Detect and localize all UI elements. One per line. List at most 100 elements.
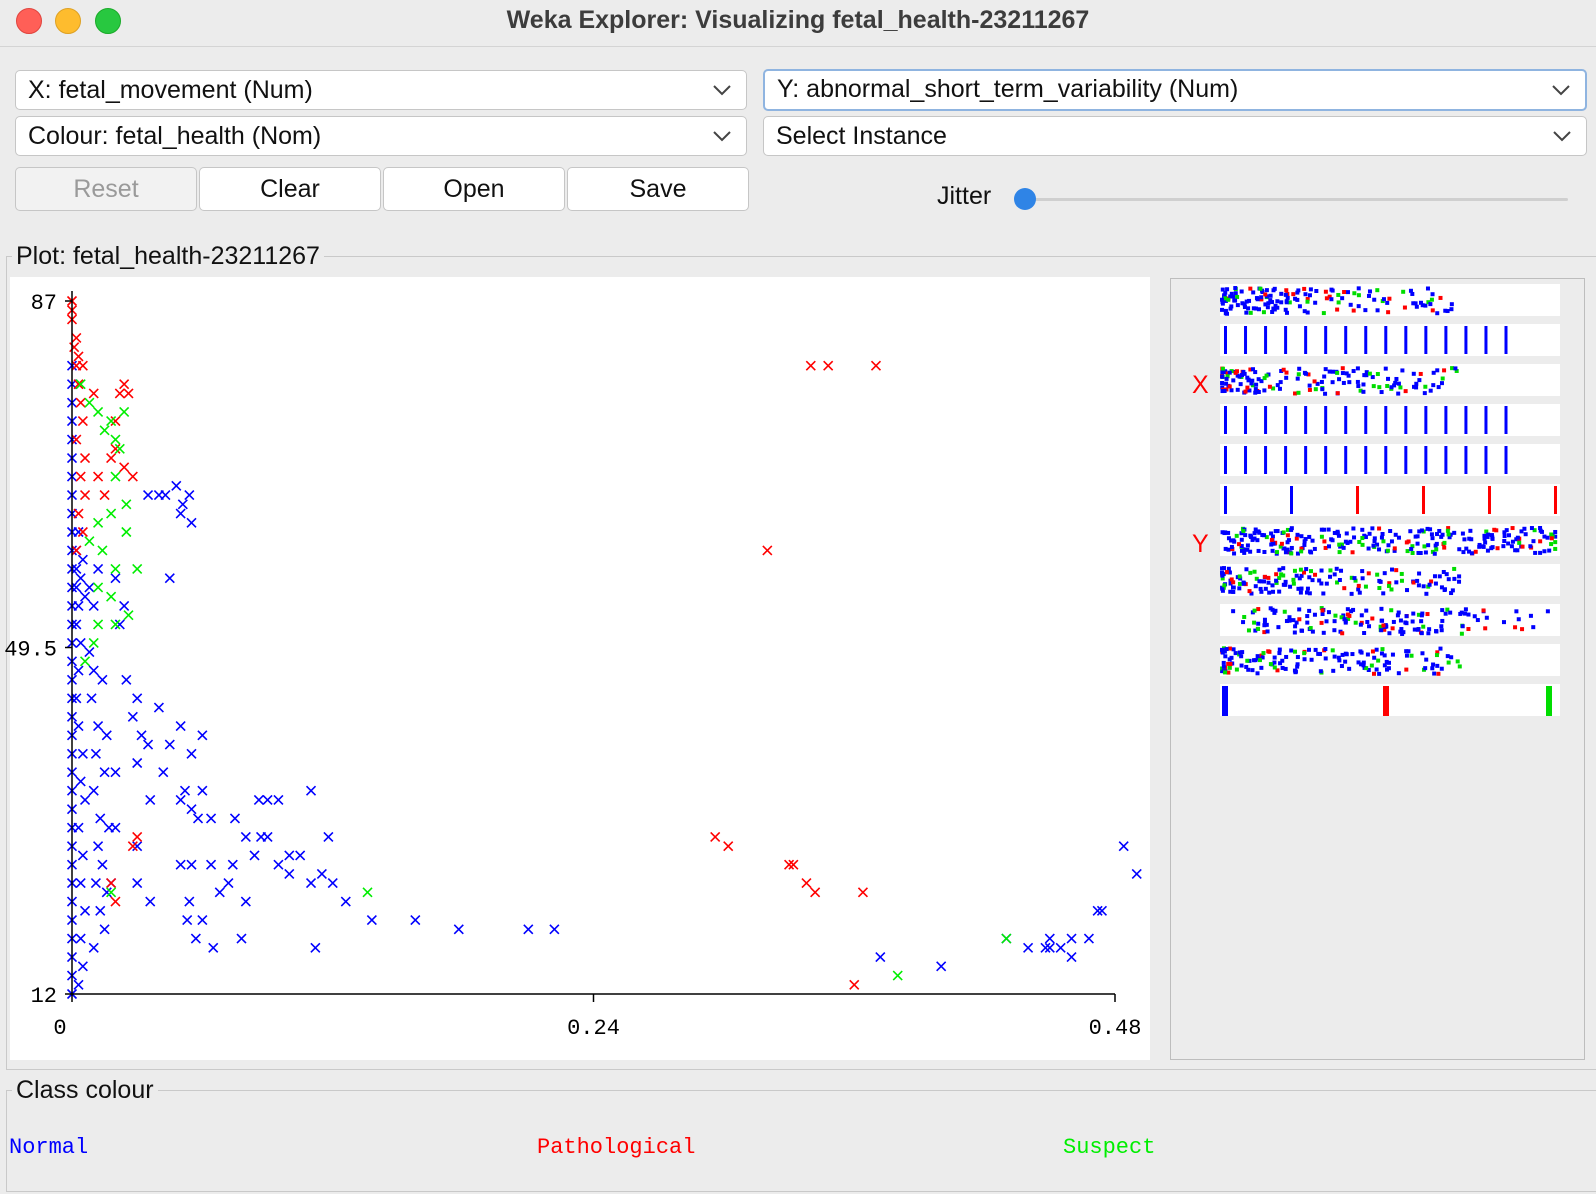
- data-point-normal[interactable]: [79, 591, 91, 602]
- data-point-normal[interactable]: [84, 582, 95, 593]
- data-point-pathological[interactable]: [127, 841, 138, 852]
- matrix-cell[interactable]: [1220, 444, 1560, 476]
- data-point-normal[interactable]: [101, 730, 112, 741]
- maximize-window-button[interactable]: [95, 8, 121, 34]
- data-point-normal[interactable]: [101, 887, 112, 898]
- data-point-normal[interactable]: [340, 896, 351, 907]
- data-point-normal[interactable]: [142, 489, 154, 501]
- data-point-normal[interactable]: [75, 573, 86, 584]
- data-point-pathological[interactable]: [110, 416, 121, 427]
- data-point-normal[interactable]: [284, 850, 295, 861]
- data-point-normal[interactable]: [73, 600, 84, 611]
- data-point-normal[interactable]: [121, 674, 132, 685]
- data-point-normal[interactable]: [523, 924, 534, 935]
- data-point-suspect[interactable]: [121, 499, 132, 510]
- data-point-normal[interactable]: [132, 841, 143, 852]
- data-point-pathological[interactable]: [75, 471, 86, 482]
- data-point-normal[interactable]: [182, 915, 193, 926]
- save-button[interactable]: Save: [567, 167, 749, 211]
- data-point-pathological[interactable]: [73, 508, 84, 519]
- data-point-normal[interactable]: [192, 813, 204, 824]
- data-point-normal[interactable]: [84, 647, 95, 658]
- data-point-pathological[interactable]: [106, 878, 117, 889]
- data-point-normal[interactable]: [316, 868, 327, 879]
- data-point-normal[interactable]: [1096, 905, 1108, 916]
- data-point-normal[interactable]: [88, 942, 99, 953]
- data-point-pathological[interactable]: [93, 471, 104, 482]
- data-point-normal[interactable]: [273, 859, 284, 870]
- data-point-normal[interactable]: [184, 489, 195, 501]
- data-point-normal[interactable]: [240, 831, 251, 842]
- data-point-normal[interactable]: [262, 794, 273, 806]
- data-point-normal[interactable]: [236, 933, 247, 944]
- data-point-normal[interactable]: [175, 720, 186, 732]
- data-point-suspect[interactable]: [892, 970, 903, 981]
- scatter-plot-area[interactable]: [10, 277, 1150, 1060]
- data-point-pathological[interactable]: [119, 462, 130, 473]
- matrix-cell[interactable]: [1220, 404, 1560, 436]
- data-point-normal[interactable]: [1055, 942, 1066, 953]
- data-point-pathological[interactable]: [762, 545, 773, 556]
- data-point-normal[interactable]: [71, 563, 82, 575]
- data-point-normal[interactable]: [77, 850, 88, 861]
- data-point-normal[interactable]: [179, 785, 191, 796]
- data-point-normal[interactable]: [240, 896, 251, 907]
- data-point-normal[interactable]: [95, 905, 106, 916]
- data-point-suspect[interactable]: [123, 610, 134, 621]
- data-point-normal[interactable]: [79, 905, 91, 916]
- data-point-normal[interactable]: [214, 887, 225, 898]
- data-point-normal[interactable]: [305, 785, 317, 796]
- data-point-normal[interactable]: [186, 804, 197, 815]
- close-window-button[interactable]: [16, 8, 42, 34]
- data-point-normal[interactable]: [186, 517, 197, 528]
- data-point-suspect[interactable]: [110, 471, 121, 482]
- data-point-normal[interactable]: [175, 859, 186, 870]
- data-point-normal[interactable]: [936, 961, 947, 972]
- matrix-cell[interactable]: [1220, 324, 1560, 356]
- data-point-normal[interactable]: [73, 979, 84, 990]
- data-point-normal[interactable]: [164, 573, 175, 584]
- data-point-normal[interactable]: [153, 702, 164, 713]
- data-point-normal[interactable]: [99, 924, 110, 935]
- data-point-normal[interactable]: [97, 859, 108, 870]
- data-point-normal[interactable]: [142, 739, 154, 750]
- data-point-normal[interactable]: [77, 748, 88, 759]
- data-point-normal[interactable]: [77, 961, 88, 972]
- data-point-pathological[interactable]: [110, 896, 121, 907]
- data-point-normal[interactable]: [110, 573, 121, 584]
- data-point-pathological[interactable]: [119, 379, 130, 390]
- data-point-normal[interactable]: [71, 693, 82, 704]
- data-point-pathological[interactable]: [783, 859, 795, 870]
- data-point-normal[interactable]: [175, 794, 186, 806]
- data-point-pathological[interactable]: [88, 388, 99, 399]
- data-point-normal[interactable]: [253, 794, 264, 806]
- y-axis-select[interactable]: Y: abnormal_short_term_variability (Num): [763, 69, 1587, 111]
- data-point-suspect[interactable]: [106, 416, 117, 427]
- data-point-normal[interactable]: [136, 730, 147, 741]
- data-point-normal[interactable]: [73, 665, 84, 676]
- data-point-normal[interactable]: [145, 794, 156, 806]
- data-point-suspect[interactable]: [84, 397, 95, 408]
- data-point-normal[interactable]: [132, 693, 143, 704]
- data-point-suspect[interactable]: [110, 563, 121, 575]
- data-point-pathological[interactable]: [77, 416, 88, 427]
- data-point-normal[interactable]: [177, 499, 188, 510]
- data-point-normal[interactable]: [1044, 933, 1055, 944]
- data-point-normal[interactable]: [71, 582, 82, 593]
- data-point-normal[interactable]: [88, 665, 99, 676]
- data-point-normal[interactable]: [160, 489, 171, 501]
- data-point-normal[interactable]: [110, 767, 121, 778]
- data-point-normal[interactable]: [208, 942, 219, 953]
- data-point-normal[interactable]: [93, 720, 104, 732]
- data-point-pathological[interactable]: [823, 360, 834, 371]
- x-axis-select[interactable]: X: fetal_movement (Num): [15, 70, 747, 110]
- data-point-normal[interactable]: [73, 526, 84, 538]
- data-point-normal[interactable]: [327, 878, 338, 889]
- class-legend-pathological[interactable]: Pathological: [537, 1135, 696, 1160]
- data-point-pathological[interactable]: [73, 351, 84, 362]
- data-point-normal[interactable]: [453, 924, 464, 935]
- data-point-suspect[interactable]: [362, 887, 373, 898]
- data-point-pathological[interactable]: [870, 360, 882, 371]
- data-point-suspect[interactable]: [93, 406, 104, 417]
- data-point-pathological[interactable]: [710, 831, 721, 842]
